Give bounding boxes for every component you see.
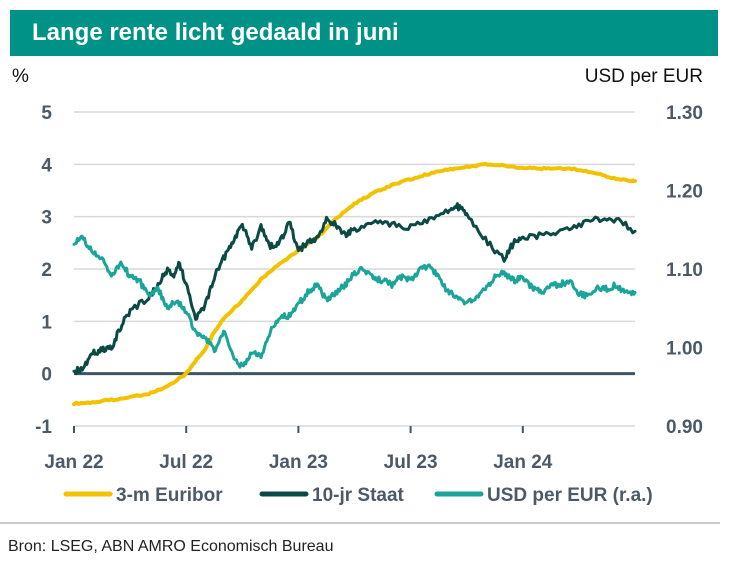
series-layer — [72, 161, 637, 407]
legend-label: 3-m Euribor — [116, 485, 223, 506]
x-tick-label: Jul 22 — [159, 452, 213, 473]
y-right-tick-label: 0.90 — [666, 417, 703, 438]
legend-label: USD per EUR (r.a.) — [487, 485, 653, 506]
source-note: Bron: LSEG, ABN AMRO Economisch Bureau — [8, 538, 334, 555]
legend: 3-m Euribor 10-jr Staat USD per EUR (r.a.) — [63, 485, 653, 506]
x-tick-label: Jan 24 — [493, 452, 553, 473]
series-line — [72, 161, 637, 407]
y-left-tick-label: 4 — [41, 155, 52, 176]
left-axis-unit-label: % — [12, 66, 29, 87]
tick-layer: 5 4 3 2 1 0 -1 1.30 1.20 1.10 1.00 0.90 Jan 22 Jul 22… — [35, 103, 703, 473]
y-right-tick-label: 1.10 — [666, 260, 703, 281]
y-left-tick-label: -1 — [35, 417, 52, 438]
x-tick-label: Jan 23 — [269, 452, 328, 473]
right-axis-unit-label: USD per EUR — [585, 66, 703, 87]
chart-area: % USD per EUR 5 4 3 2 1 0 -1 1.30 1.20 1.10 1.00 0.… — [0, 56, 748, 526]
x-tick-label: Jul 23 — [384, 452, 438, 473]
y-left-tick-label: 5 — [41, 103, 52, 124]
y-right-tick-label: 1.00 — [666, 339, 703, 360]
series-line — [72, 234, 637, 369]
y-right-tick-label: 1.20 — [666, 182, 703, 203]
chart-title: Lange rente licht gedaald in juni — [32, 19, 399, 46]
y-left-tick-label: 0 — [41, 365, 52, 386]
y-right-tick-label: 1.30 — [666, 103, 703, 124]
y-left-tick-label: 2 — [41, 260, 52, 281]
chart-svg: % USD per EUR 5 4 3 2 1 0 -1 1.30 1.20 1.10 1.00 0.… — [12, 66, 703, 506]
y-left-tick-label: 3 — [41, 208, 52, 229]
legend-label: 10-jr Staat — [312, 485, 405, 506]
x-tick-label: Jan 22 — [44, 452, 103, 473]
header-bar: Lange rente licht gedaald in juni — [10, 10, 718, 56]
bottom-divider — [0, 522, 720, 524]
y-left-tick-label: 1 — [41, 312, 52, 333]
